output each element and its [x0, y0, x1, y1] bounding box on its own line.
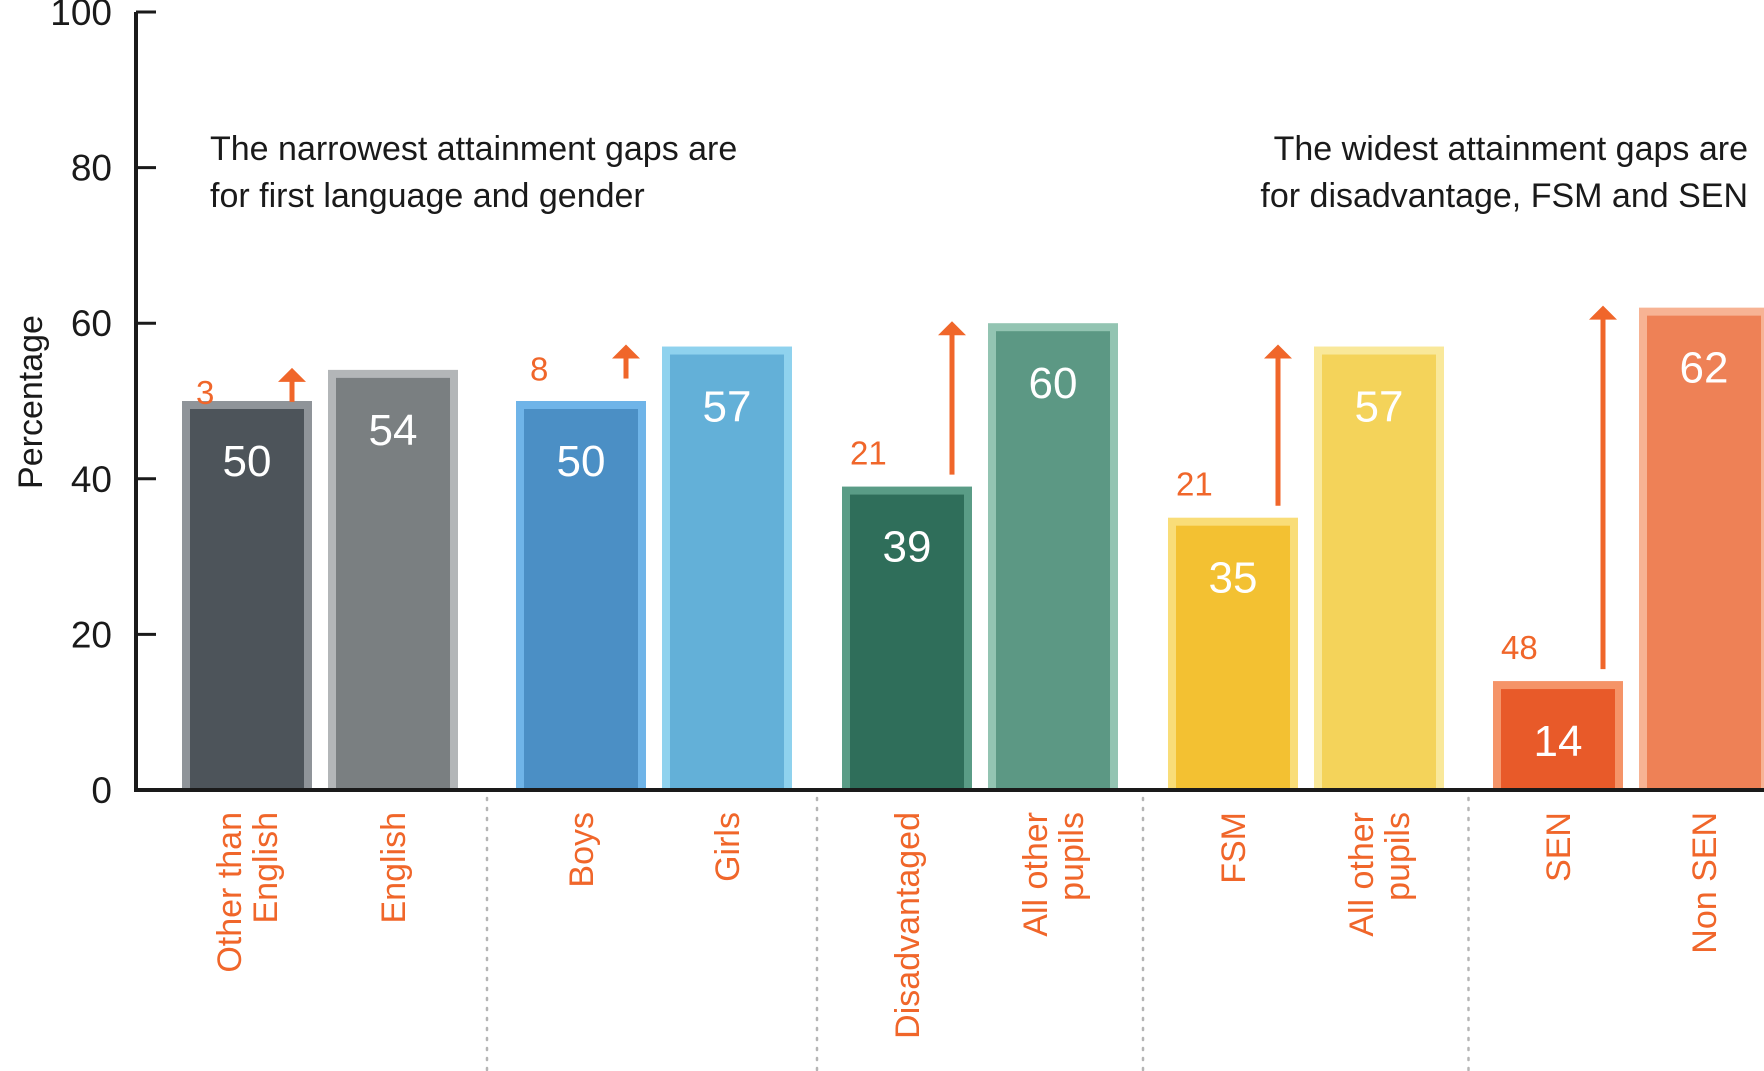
bar [1322, 354, 1436, 790]
bar-value-label: 39 [883, 523, 932, 572]
gap-arrow-head [938, 321, 966, 336]
bar-value-label: 57 [703, 383, 752, 432]
category-label: English [375, 812, 413, 924]
category-label: Other than [211, 812, 249, 973]
gap-value-label: 3 [196, 374, 214, 411]
bar-value-label: 54 [369, 406, 418, 455]
category-label: pupils [1053, 812, 1091, 901]
bar-value-label: 14 [1534, 717, 1583, 766]
category-label: All other [1343, 812, 1381, 937]
gap-arrow-head [612, 344, 640, 359]
y-tick-label: 0 [91, 770, 112, 811]
bar [1176, 525, 1290, 790]
gap-arrows-layer: 3 8 21 21 48 [196, 305, 1617, 670]
gap-arrow-head [1264, 344, 1292, 359]
annotation-text: for disadvantage, FSM and SEN [1260, 177, 1748, 215]
annotation-text: The narrowest attainment gaps are [210, 130, 737, 168]
category-label: SEN [1540, 812, 1578, 882]
annotation-text: for first language and gender [210, 177, 645, 215]
gap-value-label: 21 [850, 435, 887, 472]
gap-arrow-head [278, 367, 306, 382]
bar [850, 494, 964, 790]
bar [190, 409, 304, 790]
bar-value-label: 50 [223, 437, 272, 486]
category-label: FSM [1215, 812, 1253, 884]
category-label: Non SEN [1686, 812, 1724, 954]
y-tick-label: 20 [71, 614, 112, 655]
bar [996, 331, 1110, 790]
axes-layer: Percentage [12, 12, 1764, 792]
bar-value-label: 35 [1209, 554, 1258, 603]
y-tick-label: 80 [71, 148, 112, 189]
gap-arrow-head [1589, 305, 1617, 320]
bar [670, 354, 784, 790]
bar-value-label: 60 [1029, 359, 1078, 408]
bar [336, 377, 450, 790]
y-tick-label: 100 [50, 0, 112, 33]
category-label: pupils [1379, 812, 1417, 901]
bar [1647, 315, 1761, 790]
y-tick-label: 60 [71, 303, 112, 344]
y-ticks-layer: 0 20 40 60 80 100 [50, 0, 156, 811]
group-separators-layer [485, 796, 1470, 1071]
annotation-text: The widest attainment gaps are [1274, 130, 1748, 168]
category-label: Boys [563, 812, 601, 888]
category-label: All other [1017, 812, 1055, 937]
bar-value-label: 57 [1355, 383, 1404, 432]
y-tick-label: 40 [71, 459, 112, 500]
gap-value-label: 21 [1176, 466, 1213, 503]
annotation-layer: The narrowest attainment gaps are for fir… [210, 130, 1748, 215]
bar-value-label: 62 [1680, 344, 1729, 393]
bar-value-label: 50 [557, 437, 606, 486]
category-label: Girls [709, 812, 747, 882]
bars-layer: 50 54 50 57 39 60 35 57 14 62 [182, 307, 1764, 790]
category-label: Disadvantaged [889, 812, 927, 1039]
bar [524, 409, 638, 790]
y-axis-title: Percentage [12, 315, 50, 489]
bar [1501, 689, 1615, 790]
category-label: English [247, 812, 285, 924]
gap-value-label: 8 [530, 351, 548, 388]
gap-value-label: 48 [1501, 629, 1538, 666]
